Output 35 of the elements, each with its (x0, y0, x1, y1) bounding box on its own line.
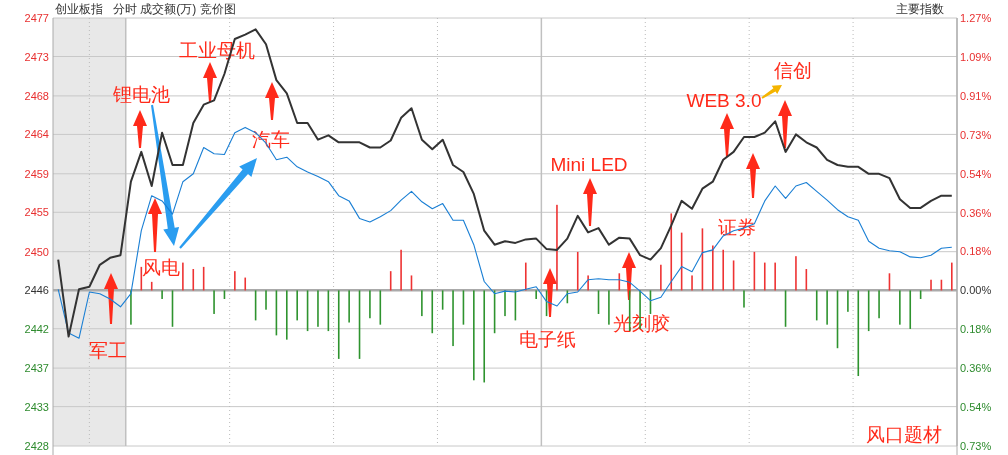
y-tick-label: 2437 (24, 362, 49, 375)
y-tick-label: 2433 (24, 400, 49, 413)
y-tick-label: 2464 (24, 128, 49, 141)
annotation: WEB 3.0 (686, 90, 762, 111)
y-tick-label: 2446 (24, 284, 49, 297)
y-tick-label: 2468 (24, 89, 49, 102)
annotation: 军工 (89, 340, 127, 361)
y2-tick-label: 0.54% (960, 167, 992, 180)
annotation: 风口题材 (866, 424, 942, 445)
chart-title: 创业板指 (55, 2, 103, 16)
y2-tick-label: 0.73% (960, 128, 992, 141)
annotation: 风电 (142, 257, 180, 278)
y-tick-label: 2455 (24, 206, 49, 219)
y2-tick-label: 0.73% (960, 440, 992, 452)
y2-tick-label: 0.36% (960, 362, 992, 375)
annotation: 信创 (774, 60, 812, 81)
y2-tick-label: 1.27% (960, 12, 992, 24)
annotation: Mini LED (550, 154, 628, 175)
y2-tick-label: 0.18% (960, 245, 992, 258)
y2-tick-label: 0.36% (960, 206, 992, 219)
y2-tick-label: 1.09% (960, 50, 992, 63)
chart-subtitle: 分时 成交额(万) 竞价图 (113, 2, 236, 16)
y-tick-label: 2450 (24, 245, 49, 258)
y-tick-label: 2477 (24, 12, 49, 24)
y-tick-label: 2428 (24, 440, 49, 452)
y2-tick-label: 0.54% (960, 401, 992, 414)
annotation: 锂电池 (111, 84, 170, 105)
y2-tick-label: 0.18% (960, 323, 992, 336)
y2-tick-label: 0.00% (960, 284, 992, 297)
y-tick-label: 2459 (24, 167, 49, 180)
y2-tick-label: 0.91% (960, 89, 992, 102)
y-tick-label: 2473 (24, 50, 49, 63)
y-tick-label: 2442 (24, 322, 49, 335)
text: 主要指数 (896, 2, 944, 16)
annotation: 电子纸 (518, 329, 576, 350)
